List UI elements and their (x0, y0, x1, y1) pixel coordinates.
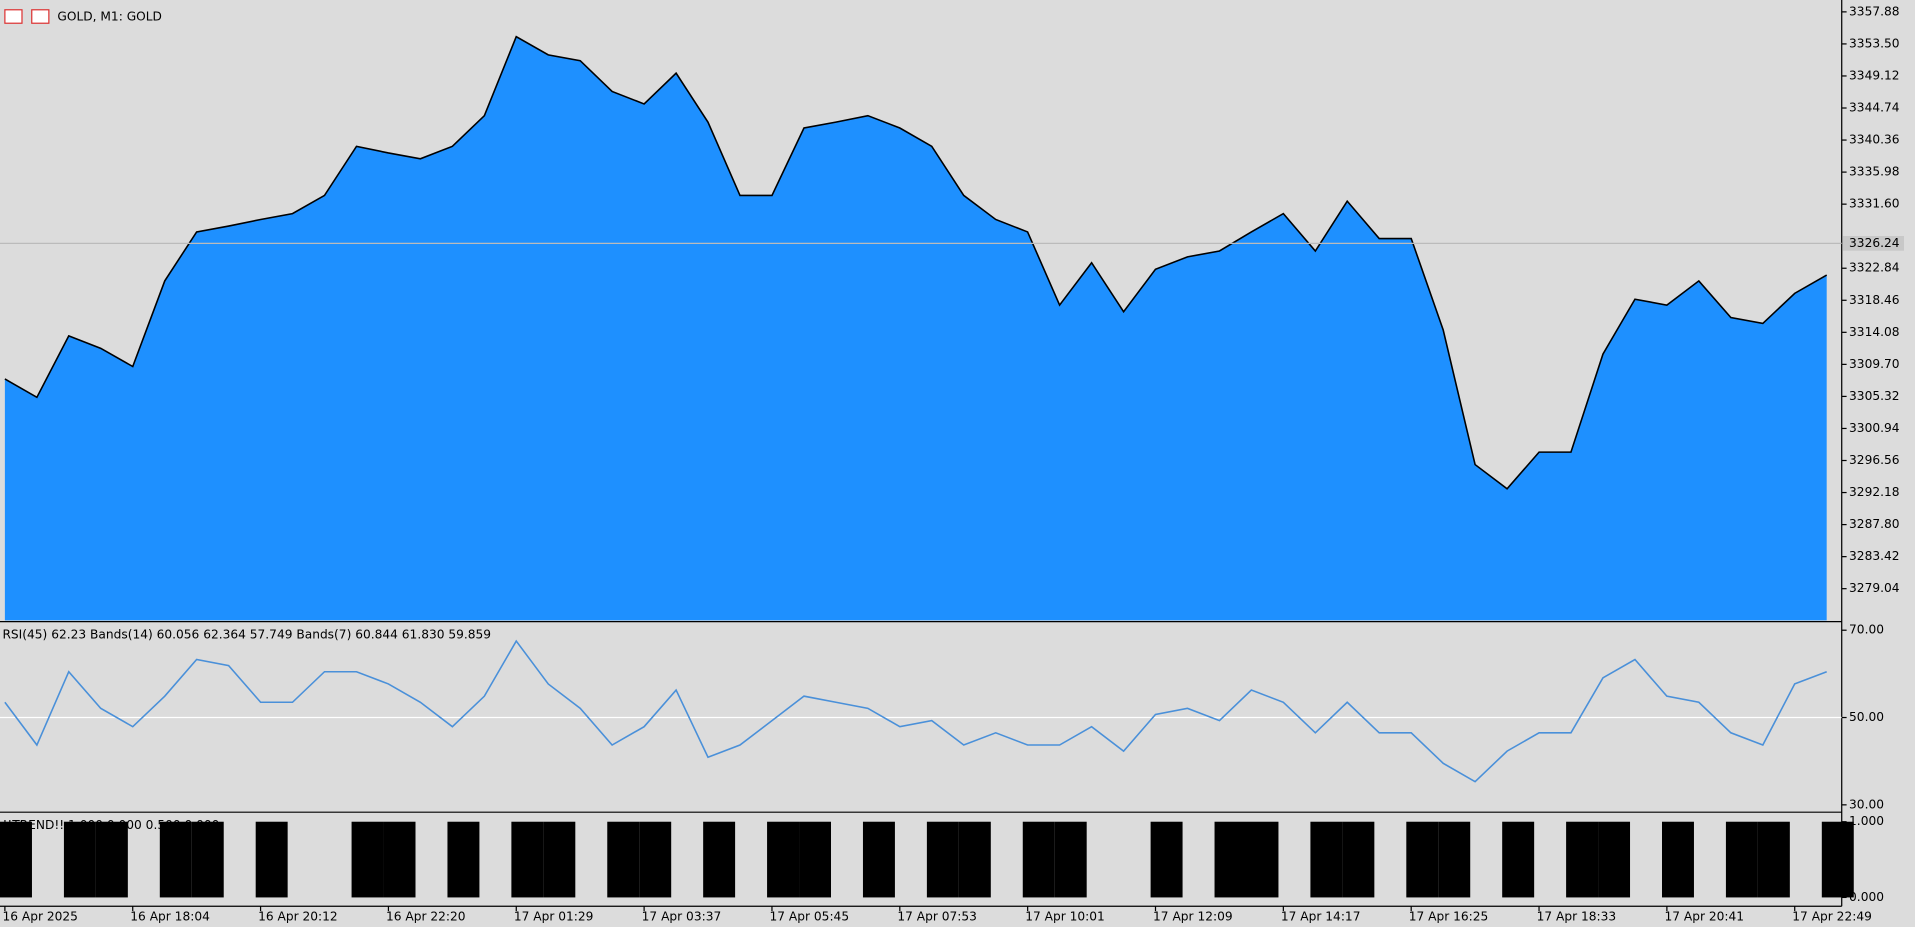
trend-bar (255, 821, 288, 898)
trend-title: !!TREND!! 1.000 0.000 0.500 0.000 (2, 818, 219, 832)
x-tick-label: 17 Apr 10:01 (1025, 910, 1105, 924)
trend-bar (1821, 821, 1854, 898)
x-tick-label: 17 Apr 20:41 (1664, 910, 1744, 924)
x-tick-label: 17 Apr 14:17 (1281, 910, 1361, 924)
y-tick-label: 0.000 (1849, 890, 1884, 904)
y-tick-label: 3322.84 (1849, 261, 1900, 275)
series-line (4, 35, 1828, 490)
trend-bar (639, 821, 672, 898)
trend-bar (383, 821, 416, 898)
trend-bar (1054, 821, 1087, 898)
series-line (4, 639, 1827, 783)
y-tick-label: 3279.04 (1849, 581, 1900, 595)
trend-bar (159, 821, 192, 898)
trend-bar (1022, 821, 1055, 898)
trend-bar (926, 821, 959, 898)
trend-bar (1725, 821, 1758, 898)
y-tick-label: 3283.42 (1849, 549, 1899, 563)
x-tick-label: 17 Apr 03:37 (642, 910, 722, 924)
x-tick-label: 17 Apr 05:45 (770, 910, 850, 924)
y-tick-label: 3353.50 (1849, 36, 1899, 50)
x-tick-label: 17 Apr 01:29 (514, 910, 594, 924)
x-tick-label: 16 Apr 20:12 (258, 910, 338, 924)
y-tick-label: 3314.08 (1849, 325, 1899, 339)
trend-bar (543, 821, 576, 898)
current-price-label: 3326.24 (1849, 236, 1900, 250)
y-tick-label: 50.00 (1849, 710, 1884, 724)
trend-bar (1661, 821, 1694, 898)
trend-bar (1598, 821, 1631, 898)
x-tick-label: 17 Apr 18:33 (1537, 910, 1617, 924)
x-tick-label: 17 Apr 22:49 (1792, 910, 1872, 924)
y-tick-label: 3305.32 (1849, 389, 1899, 403)
trend-bar (767, 821, 800, 898)
trend-bar (607, 821, 640, 898)
trend-bar (1566, 821, 1599, 898)
y-tick-label: 3300.94 (1849, 421, 1900, 435)
trend-bar (1438, 821, 1471, 898)
chart-title: GOLD, M1: GOLD (57, 10, 162, 24)
trend-bar (191, 821, 224, 898)
trend-bar (447, 821, 480, 898)
y-tick-label: 3318.46 (1849, 293, 1899, 307)
x-tick-label: 16 Apr 2025 (2, 910, 77, 924)
y-tick-label: 3309.70 (1849, 357, 1899, 371)
y-tick-label: 3349.12 (1849, 68, 1899, 82)
chart-icon[interactable] (31, 9, 50, 24)
x-tick-label: 17 Apr 12:09 (1153, 910, 1233, 924)
y-tick-label: 70.00 (1849, 623, 1884, 637)
y-tick-label: 3296.56 (1849, 453, 1899, 467)
trend-bar (862, 821, 895, 898)
y-tick-label: 3331.60 (1849, 197, 1899, 211)
y-tick-label: 3357.88 (1849, 4, 1899, 18)
y-tick-label: 3292.18 (1849, 485, 1899, 499)
trend-bar (799, 821, 831, 898)
x-tick-label: 16 Apr 18:04 (130, 910, 210, 924)
trend-bar (1214, 821, 1247, 898)
y-tick-label: 3335.98 (1849, 165, 1899, 179)
x-tick-label: 16 Apr 22:20 (386, 910, 466, 924)
trend-bar (1342, 821, 1375, 898)
trend-bar (1246, 821, 1279, 898)
price-area (4, 36, 1827, 621)
rsi-title: RSI(45) 62.23 Bands(14) 60.056 62.364 57… (2, 628, 491, 642)
x-tick-label: 17 Apr 16:25 (1409, 910, 1489, 924)
y-tick-label: 1.000 (1849, 814, 1884, 828)
y-tick-label: 30.00 (1849, 797, 1884, 811)
trend-bar (63, 821, 96, 898)
trend-bar (511, 821, 544, 898)
trend-bar (703, 821, 736, 898)
x-tick-label: 17 Apr 07:53 (897, 910, 977, 924)
y-tick-label: 3287.80 (1849, 517, 1899, 531)
current-price-box (1842, 236, 1905, 251)
y-tick-label: 3340.36 (1849, 133, 1899, 147)
trend-bar (958, 821, 991, 898)
trend-bar (1757, 821, 1790, 898)
menu-icon[interactable] (4, 9, 23, 24)
trend-bar (0, 821, 32, 898)
trend-bar (1150, 821, 1183, 898)
trend-bar (1310, 821, 1343, 898)
trend-bar (1502, 821, 1535, 898)
trend-bar (351, 821, 384, 898)
trend-bar (1406, 821, 1439, 898)
trend-bar (95, 821, 128, 898)
y-tick-label: 3344.74 (1849, 101, 1900, 115)
